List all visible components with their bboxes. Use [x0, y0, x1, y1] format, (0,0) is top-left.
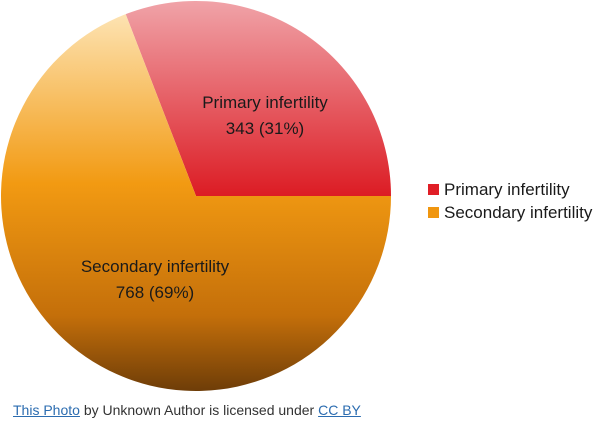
pie-slice-primary-infertility [125, 1, 392, 197]
legend-item-primary: Primary infertility [428, 178, 592, 201]
credit-text: by Unknown Author is licensed under [79, 402, 319, 418]
image-credit: This Photo by Unknown Author is licensed… [13, 402, 361, 418]
legend-swatch-primary [428, 184, 439, 195]
legend-item-secondary: Secondary infertility [428, 201, 592, 224]
license-link[interactable]: CC BY [318, 402, 361, 418]
slice-label-primary-name: Primary infertility [202, 93, 328, 112]
legend-swatch-secondary [428, 207, 439, 218]
slice-label-secondary-value: 768 (69%) [116, 283, 194, 302]
legend-label-primary: Primary infertility [444, 179, 570, 199]
legend-label-secondary: Secondary infertility [444, 202, 593, 222]
slice-label-primary-value: 343 (31%) [226, 119, 304, 138]
pie-chart: Primary infertility 343 (31%) Secondary … [1, 1, 392, 392]
pie-slice-secondary-infertility [1, 14, 392, 392]
photo-link[interactable]: This Photo [13, 402, 80, 418]
slice-label-secondary-name: Secondary infertility [81, 257, 230, 276]
chart-legend: Primary infertility Secondary infertilit… [428, 178, 592, 224]
